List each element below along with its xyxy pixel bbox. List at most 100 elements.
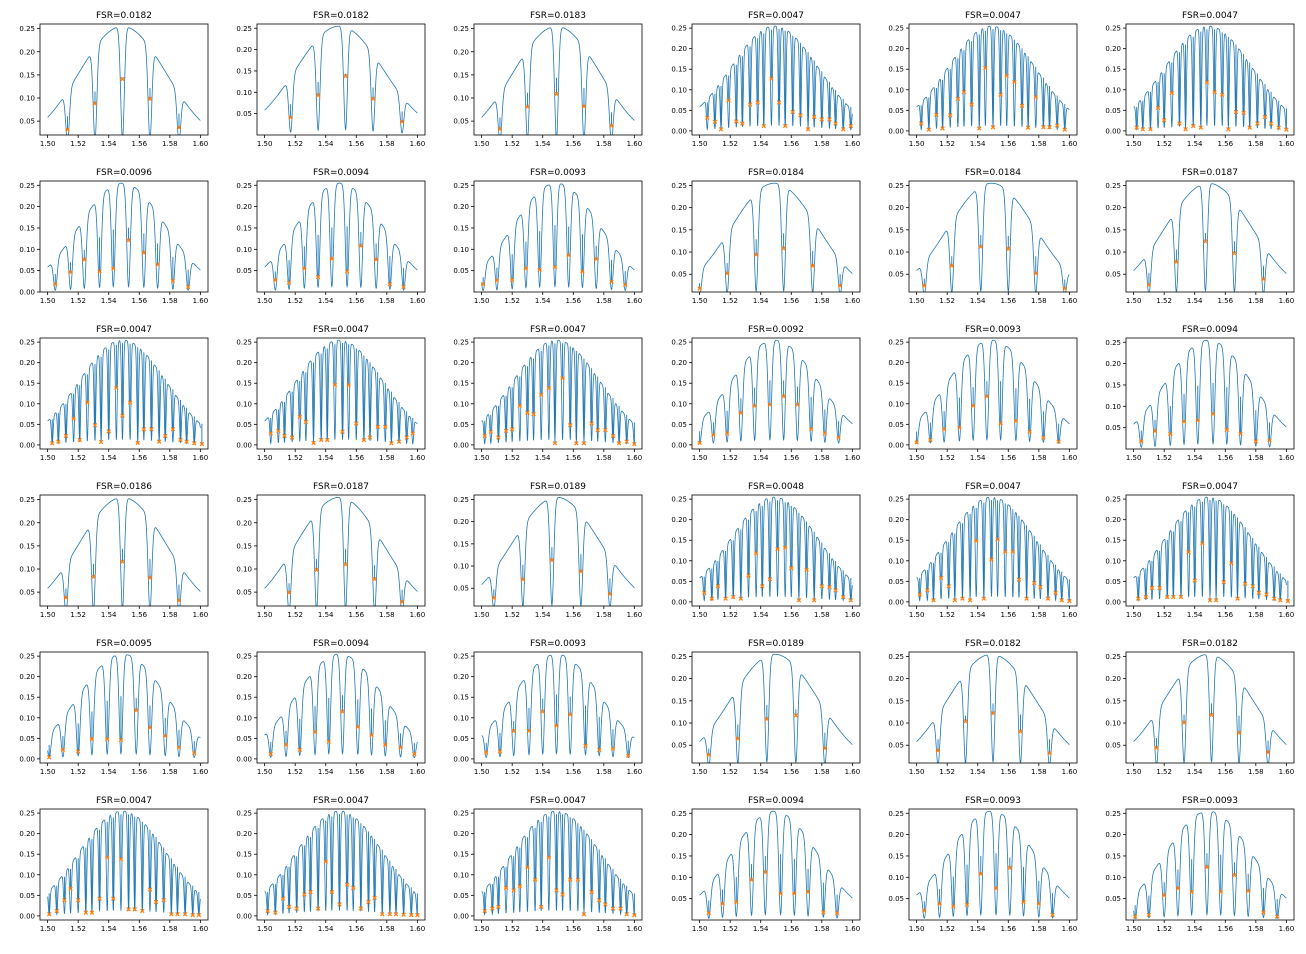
marker-stroke [54, 908, 60, 914]
peak-marker [546, 855, 552, 860]
marker-stroke [404, 435, 409, 440]
axes-frame [691, 23, 861, 136]
marker-stroke [566, 253, 571, 258]
marker-stroke [1210, 411, 1216, 417]
peak-marker [393, 911, 399, 917]
peak-marker [1062, 127, 1068, 132]
peak-marker [549, 558, 555, 563]
x-tick-label: 1.54 [318, 925, 334, 933]
y-tick-label: 0.05 [453, 735, 469, 743]
peak-marker [1284, 127, 1289, 132]
x-tick-label: 1.50 [474, 925, 490, 933]
spectrum-group [1133, 25, 1287, 131]
peak-marker [517, 884, 523, 889]
marker-stroke [1181, 419, 1187, 424]
marker-stroke [497, 126, 503, 132]
x-tick-label: 1.58 [814, 454, 830, 462]
marker-stroke [603, 427, 608, 433]
marker-stroke [149, 427, 154, 432]
spectrum-line [47, 27, 201, 135]
y-tick-label: 0.10 [19, 714, 35, 722]
peak-marker [1143, 594, 1149, 600]
marker-stroke [990, 711, 996, 716]
marker-stroke [383, 742, 388, 748]
peak-marker [781, 394, 786, 399]
peak-marker [509, 277, 515, 283]
peak-marker [622, 282, 628, 288]
peak-marker [1050, 912, 1055, 918]
peak-marker [169, 911, 174, 917]
x-tick-label: 1.60 [410, 925, 426, 933]
peak-marker [415, 912, 420, 918]
peak-marker [805, 889, 811, 895]
marker-stroke [147, 887, 153, 892]
x-tick-label: 1.58 [1031, 611, 1047, 619]
peak-marker [934, 112, 939, 118]
peak-marker [297, 747, 303, 753]
subplot: FSR=0.0182 1.50 1.52 1.54 1.56 1.58 1.60 0.05 0.… [19, 11, 209, 148]
peak-marker [120, 76, 125, 82]
peak-marker [387, 911, 393, 917]
peak-marker [490, 906, 495, 911]
marker-stroke [618, 906, 623, 911]
peak-marker [401, 284, 406, 290]
x-tick-label: 1.56 [783, 454, 799, 462]
marker-stroke [372, 576, 377, 582]
x-tick-label: 1.56 [348, 140, 364, 148]
marker-stroke [951, 904, 956, 909]
marker-stroke [511, 888, 516, 893]
marker-stroke [65, 127, 70, 132]
x-tick-label: 1.56 [783, 611, 799, 619]
y-tick-label: 0.00 [671, 127, 687, 135]
y-tick-label: 0.25 [453, 810, 469, 818]
x-tick-label: 1.50 [692, 140, 708, 148]
marker-stroke [337, 902, 342, 907]
marker-stroke [126, 238, 131, 243]
marker-stroke [1059, 597, 1064, 603]
spectrum-group [699, 810, 853, 919]
y-tick-label: 0.15 [1105, 537, 1121, 545]
marker-stroke [789, 565, 794, 571]
axes-frame [908, 808, 1078, 921]
x-tick-label: 1.52 [722, 297, 738, 305]
peak-marker [182, 911, 188, 917]
marker-stroke [1221, 579, 1227, 585]
peak-marker [315, 906, 321, 911]
x-tick-label: 1.60 [1279, 140, 1295, 148]
peak-marker [1132, 914, 1138, 919]
axes-frame [908, 180, 1078, 293]
y-tick-label: 0.20 [671, 45, 687, 53]
axes-frame [39, 494, 209, 607]
marker-stroke [549, 558, 555, 563]
y-tick-label: 0.25 [1105, 496, 1121, 504]
x-tick-label: 1.58 [162, 768, 178, 776]
peak-marker [778, 891, 783, 896]
x-tick-label: 1.60 [410, 768, 426, 776]
marker-stroke [926, 127, 932, 132]
marker-stroke [610, 433, 616, 439]
axes-frame [473, 651, 643, 764]
marker-stroke [520, 577, 526, 582]
peak-marker [632, 912, 637, 918]
x-tick-label: 1.56 [131, 140, 147, 148]
x-tick-label: 1.56 [348, 454, 364, 462]
peak-marker [827, 584, 832, 590]
marker-stroke [63, 433, 69, 439]
marker-stroke [946, 584, 951, 589]
peak-marker [781, 246, 786, 251]
x-tick-label: 1.56 [1217, 925, 1233, 933]
peak-marker [49, 440, 55, 446]
x-tick-label: 1.58 [596, 140, 612, 148]
y-tick-label: 0.25 [453, 496, 469, 504]
peak-marker [1236, 730, 1242, 736]
peak-marker [978, 244, 984, 249]
x-tick-label: 1.60 [193, 925, 209, 933]
marker-stroke [1175, 886, 1181, 891]
y-tick-label: 0.00 [1105, 598, 1121, 606]
x-tick-label: 1.54 [318, 768, 334, 776]
subplot-title: FSR=0.0047 [1182, 11, 1238, 21]
x-tick-label: 1.58 [379, 140, 395, 148]
marker-stroke [1174, 259, 1179, 265]
x-tick-label: 1.52 [287, 297, 303, 305]
